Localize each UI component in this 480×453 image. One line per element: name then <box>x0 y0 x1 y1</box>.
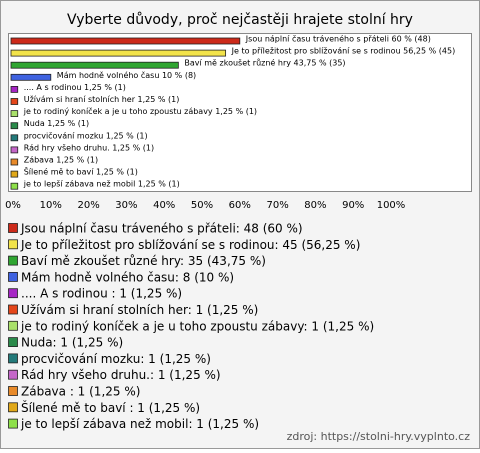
data-label: Nuda 1,25 % (1) <box>24 119 89 128</box>
data-label: Rád hry všeho druhu. 1,25 % (1) <box>24 142 154 152</box>
bar <box>10 122 19 130</box>
data-label: Šílené mě to baví 1,25 % (1) <box>24 166 138 177</box>
legend-swatch <box>8 223 18 233</box>
data-label: Je to příležitost pro sblížování se s ro… <box>231 47 456 56</box>
legend-swatch <box>8 239 18 250</box>
bar <box>10 49 227 57</box>
data-label: Baví mě zkoušet různé hry 43,75 % (35) <box>184 58 345 68</box>
bar <box>10 61 179 69</box>
legend-swatch <box>8 304 18 315</box>
legend-label: Mám hodně volného času: 8 (10 %) <box>21 270 234 284</box>
bar <box>10 37 241 45</box>
plot-area <box>8 33 472 192</box>
bar <box>10 86 19 93</box>
data-label: Zábava 1,25 % (1) <box>24 156 98 165</box>
data-label: procvičování mozku 1,25 % (1) <box>24 130 148 140</box>
legend-label: .... A s rodinou : 1 (1,25 %) <box>21 287 182 301</box>
bar <box>10 158 19 166</box>
legend-label: je to lepší zábava než mobil: 1 (1,25 %) <box>20 417 259 431</box>
legend-swatch <box>8 386 18 396</box>
bar <box>10 134 19 142</box>
bar <box>10 146 19 154</box>
legend-swatch <box>8 288 18 299</box>
legend-label: procvičování mozku: 1 (1,25 %) <box>21 352 211 366</box>
bar <box>10 170 19 178</box>
legend-label: Šílené mě to baví : 1 (1,25 %) <box>21 400 200 415</box>
data-label: Jsou náplní času tráveného s přáteli 60 … <box>245 34 431 44</box>
x-tick-label: 10% <box>40 200 62 211</box>
data-label: Mám hodně volného času 10 % (8) <box>57 70 196 80</box>
x-tick-label: 0% <box>5 200 21 211</box>
legend-label: Jsou náplní času tráveného s přáteli: 48… <box>20 222 303 236</box>
x-tick-label: 70% <box>266 200 288 211</box>
x-tick-label: 80% <box>304 200 326 211</box>
legend-label: Je to příležitost pro sblížování se s ro… <box>20 238 360 252</box>
legend-swatch <box>8 337 18 348</box>
bar <box>10 182 19 190</box>
bar <box>10 73 52 81</box>
source: zdroj: https://stolni-hry.vyplnto.cz <box>287 430 471 443</box>
x-tick-label: 40% <box>153 200 175 211</box>
legend-label: Užívám si hraní stolních her: 1 (1,25 %) <box>21 303 258 317</box>
x-tick-label: 100% <box>377 200 406 211</box>
chart-title: Vyberte důvody, proč nejčastěji hrajete … <box>67 12 413 28</box>
legend-swatch <box>8 255 18 266</box>
legend-label: Baví mě zkoušet různé hry: 35 (43,75 %) <box>21 254 266 268</box>
x-tick-label: 60% <box>229 200 251 211</box>
legend-swatch <box>8 402 18 413</box>
legend-swatch <box>8 369 18 380</box>
data-label: je to lepší zábava než mobil 1,25 % (1) <box>23 179 180 189</box>
x-tick-label: 90% <box>342 200 364 211</box>
legend-swatch <box>8 271 18 282</box>
legend-label: je to rodiný koníček a je u toho zpoustu… <box>20 319 374 333</box>
data-label: je to rodiný koníček a je u toho zpoustu… <box>23 106 257 116</box>
legend-label: Nuda: 1 (1,25 %) <box>21 336 123 350</box>
bar <box>10 110 19 117</box>
x-tick-label: 30% <box>115 200 137 211</box>
legend-label: Zábava : 1 (1,25 %) <box>21 385 140 399</box>
legend-swatch <box>8 353 18 364</box>
x-tick-label: 50% <box>191 200 213 211</box>
bar <box>10 98 19 105</box>
legend-swatch <box>8 418 18 429</box>
legend-swatch <box>8 320 18 331</box>
data-label: Užívám si hraní stolních her 1,25 % (1) <box>24 95 180 104</box>
x-tick-label: 20% <box>77 200 99 211</box>
data-label: .... A s rodinou 1,25 % (1) <box>24 83 126 92</box>
legend-label: Rád hry všeho druhu.: 1 (1,25 %) <box>21 368 221 382</box>
